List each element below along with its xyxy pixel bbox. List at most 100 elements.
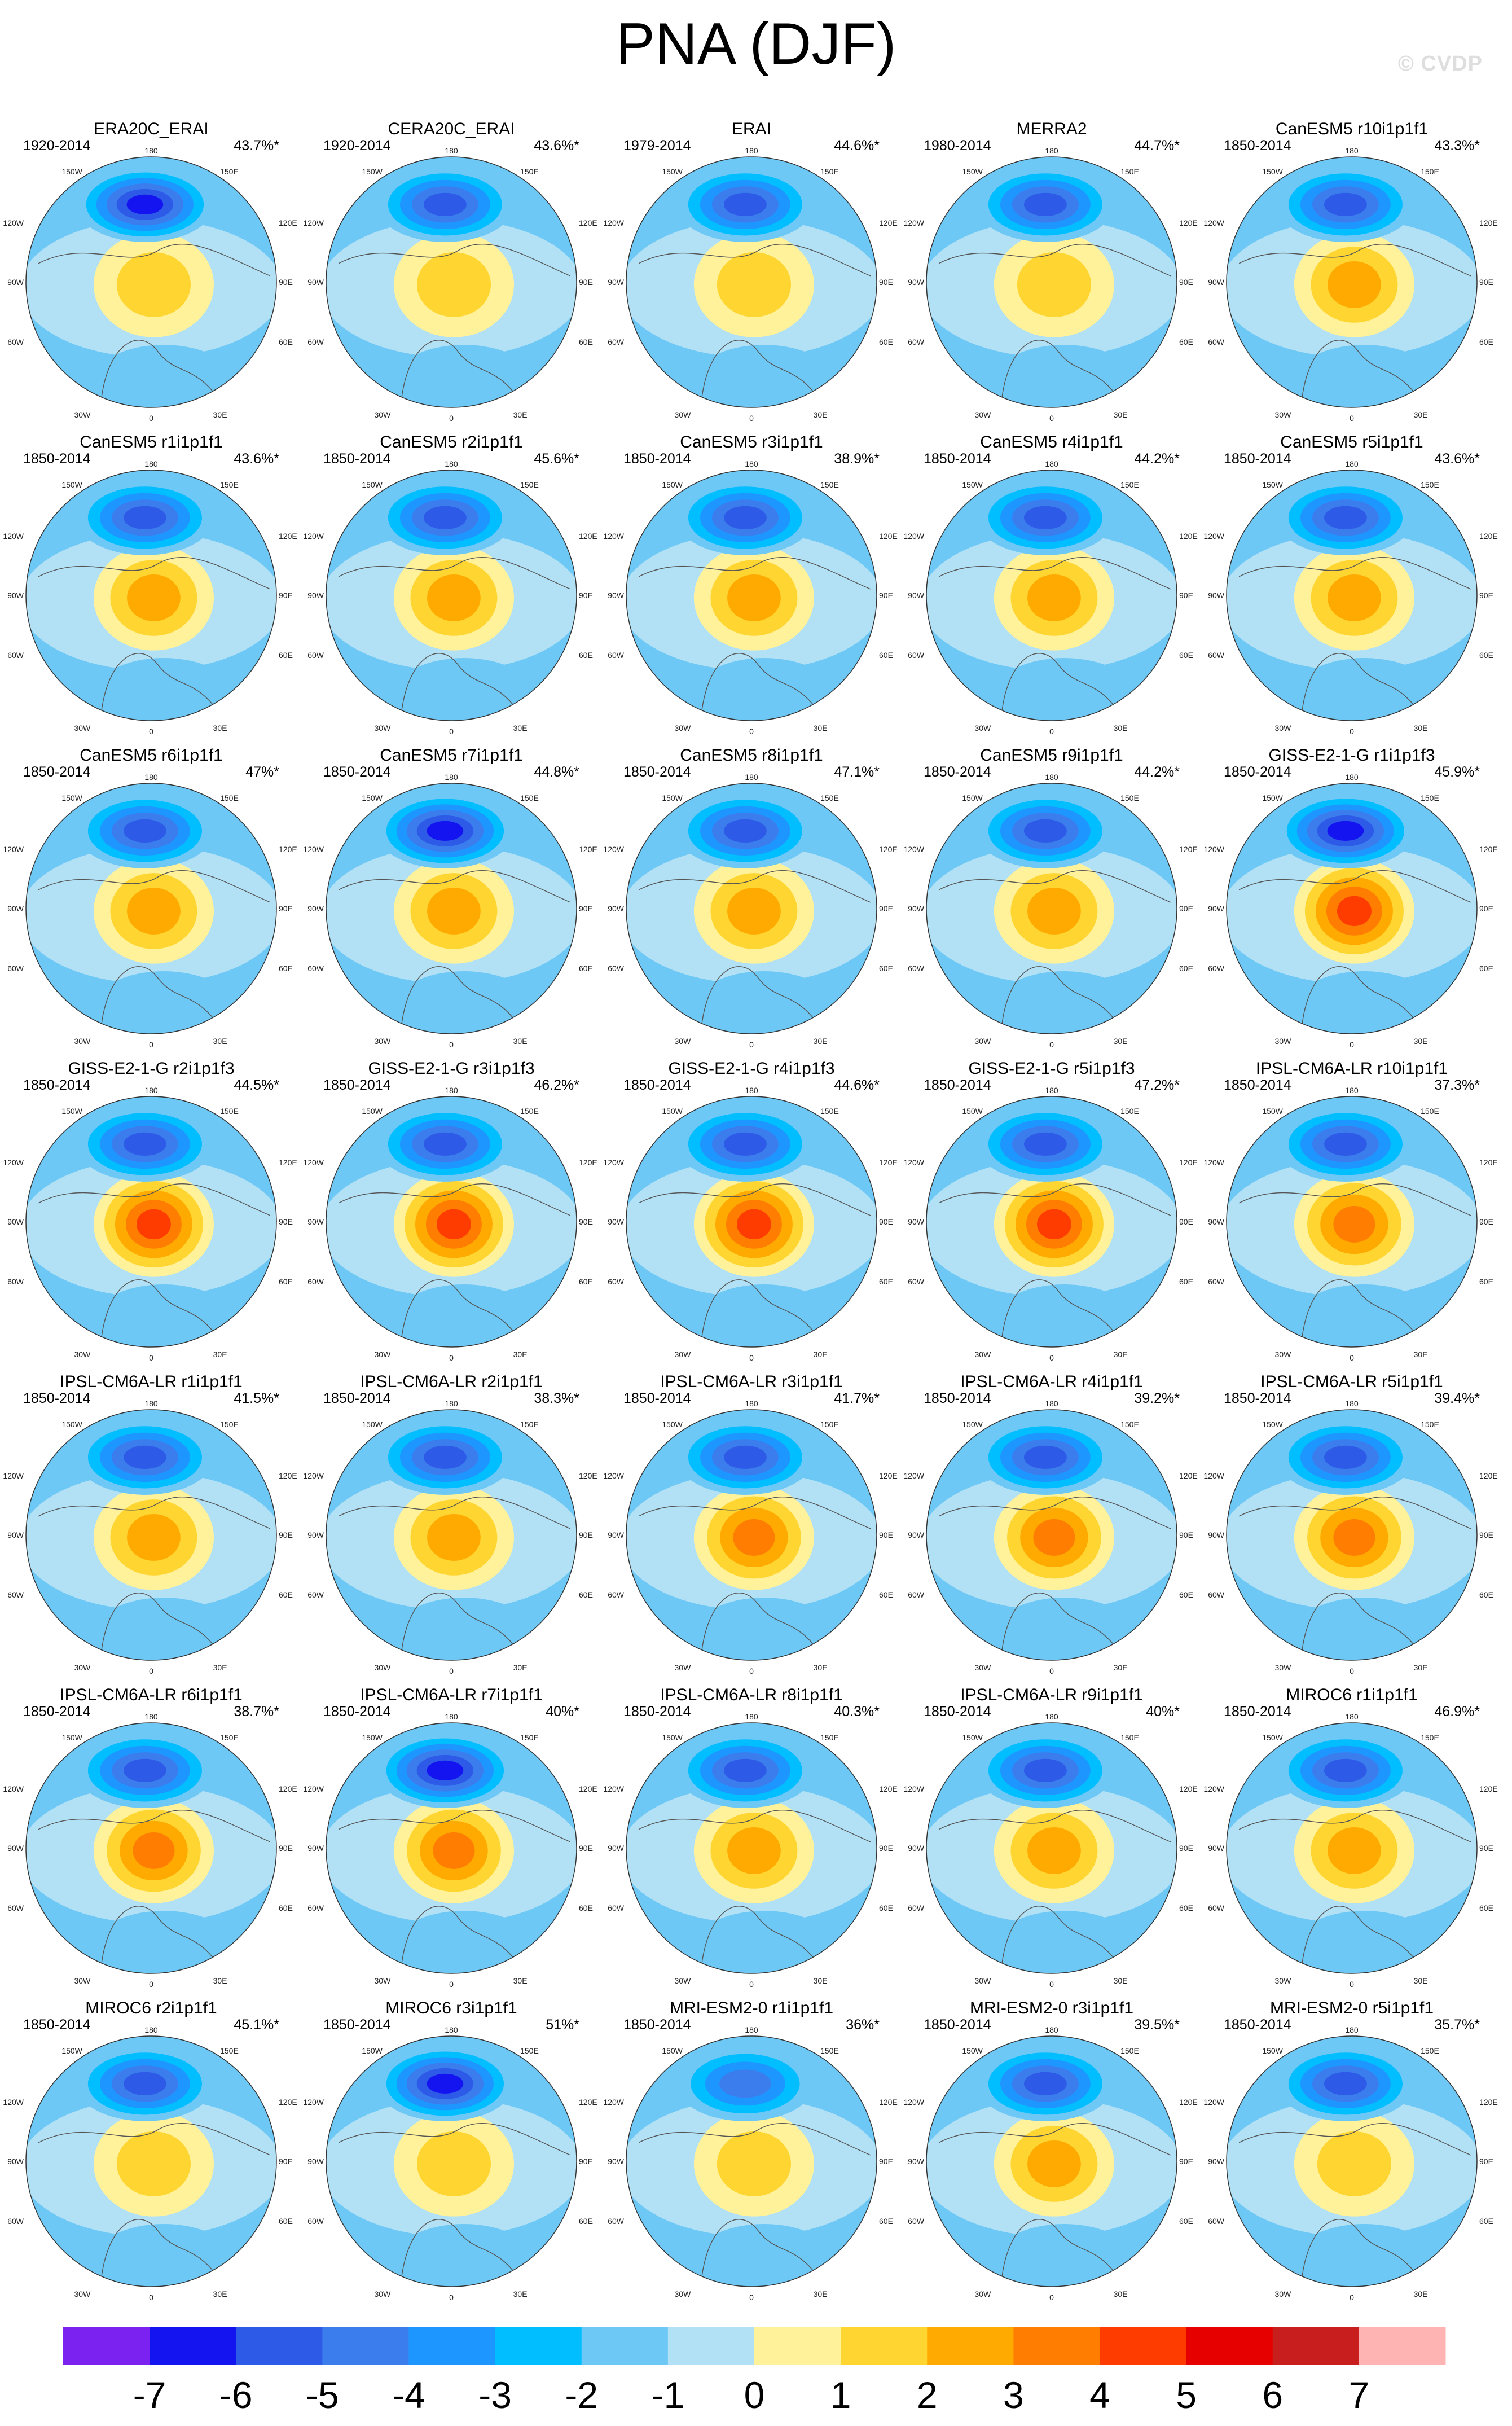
map-boundary: [626, 1409, 877, 1661]
longitude-label: 60W: [307, 964, 324, 973]
longitude-label: 0: [149, 1353, 153, 1362]
longitude-label: 60E: [879, 1590, 893, 1599]
longitude-label: 60E: [879, 964, 893, 973]
contour-negative-south: [695, 658, 833, 721]
longitude-label: 150E: [520, 2046, 539, 2055]
longitude-label: 60W: [7, 2217, 24, 2226]
map-period: 1980-2014: [924, 138, 991, 153]
map-variance: 43.7%*: [234, 138, 279, 153]
longitude-label: 30E: [814, 1037, 828, 1046]
map-variance: 39.2%*: [1134, 1390, 1180, 1406]
longitude-label: 180: [1345, 1086, 1359, 1095]
contour-positive-5: [436, 1209, 471, 1240]
longitude-label: 30W: [1275, 1037, 1292, 1046]
longitude-label: 90E: [1179, 278, 1193, 287]
map-period: 1850-2014: [23, 1704, 91, 1719]
map-period: 1850-2014: [924, 2017, 991, 2033]
longitude-label: 60W: [608, 651, 625, 660]
longitude-label: 60E: [879, 2217, 893, 2226]
longitude-label: 150W: [61, 2046, 82, 2055]
longitude-label: 180: [1045, 1712, 1058, 1721]
coastline: [338, 244, 571, 277]
coastline: [938, 244, 1171, 277]
coastline: [938, 557, 1171, 590]
map-variance: 44.6%*: [834, 1077, 880, 1093]
longitude-label: 150W: [1262, 1733, 1283, 1742]
map-title: MIROC6 r3i1p1f1: [385, 1999, 517, 2017]
coastline: [100, 1279, 221, 1341]
coastline: [100, 1906, 221, 1968]
longitude-label: 30E: [513, 410, 528, 419]
longitude-label: 60E: [579, 1903, 593, 1912]
map-boundary: [926, 1722, 1177, 1974]
longitude-label: 30E: [513, 723, 528, 732]
longitude-label: 180: [445, 1712, 458, 1721]
contour-negative-south: [395, 1911, 533, 1973]
map-title: IPSL-CM6A-LR r9i1p1f1: [960, 1686, 1142, 1704]
longitude-label: 90W: [307, 1844, 324, 1853]
longitude-label: 150E: [220, 1420, 239, 1429]
contour-positive-3: [127, 888, 181, 935]
coastline: [638, 244, 871, 277]
map-variance: 44.2%*: [1134, 451, 1180, 467]
longitude-label: 30E: [213, 1037, 227, 1046]
contour-negative-5: [724, 192, 767, 217]
longitude-label: 60W: [908, 2217, 925, 2226]
contour-positive-4: [733, 1519, 775, 1556]
map-boundary: [25, 470, 277, 721]
longitude-label: 60E: [1479, 964, 1493, 973]
contour-positive-2: [416, 2131, 491, 2196]
coastline: [1301, 966, 1421, 1028]
contour-positive-3: [1027, 574, 1081, 621]
longitude-label: 180: [144, 1086, 158, 1095]
map-title: CanESM5 r6i1p1f1: [80, 746, 222, 765]
contour-negative-5: [124, 1758, 166, 1783]
longitude-label: 90W: [908, 2157, 925, 2166]
coastline: [1001, 340, 1121, 402]
map-boundary: [326, 1409, 577, 1661]
longitude-label: 120E: [1479, 218, 1498, 227]
longitude-label: 90E: [1479, 1530, 1493, 1539]
coastline: [701, 1279, 821, 1341]
longitude-label: 150E: [1421, 480, 1439, 489]
contour-positive-3: [727, 888, 781, 935]
coastline: [1301, 1279, 1421, 1341]
longitude-label: 0: [1350, 1980, 1354, 1989]
longitude-label: 0: [449, 1353, 454, 1362]
longitude-label: 180: [445, 1086, 458, 1095]
longitude-label: 30W: [975, 723, 992, 732]
contour-negative-south: [1295, 1598, 1434, 1660]
longitude-label: 150E: [820, 793, 839, 802]
longitude-label: 120W: [3, 1471, 24, 1480]
coastline: [401, 966, 521, 1028]
longitude-label: 60E: [279, 964, 293, 973]
map-title: GISS-E2-1-G r1i1p1f3: [1268, 746, 1435, 765]
longitude-label: 0: [149, 1980, 153, 1989]
longitude-label: 90W: [7, 591, 24, 600]
longitude-label: 120W: [1203, 1158, 1224, 1167]
longitude-label: 90W: [1208, 904, 1225, 913]
longitude-label: 180: [445, 1399, 458, 1408]
longitude-label: 60E: [1179, 1590, 1193, 1599]
longitude-label: 60W: [307, 651, 324, 660]
longitude-label: 60E: [579, 1590, 593, 1599]
longitude-label: 180: [1045, 773, 1058, 782]
map-variance: 41.7%*: [834, 1390, 880, 1406]
contour-negative-south: [1295, 2224, 1434, 2287]
longitude-label: 120E: [579, 218, 597, 227]
map-variance: 37.3%*: [1434, 1077, 1480, 1093]
longitude-label: 90E: [579, 2157, 593, 2166]
longitude-label: 0: [149, 1040, 153, 1049]
map-variance: 41.5%*: [234, 1390, 279, 1406]
longitude-label: 150E: [820, 1107, 839, 1116]
longitude-label: 30E: [1414, 2289, 1428, 2298]
longitude-label: 30E: [814, 723, 828, 732]
longitude-label: 120E: [1479, 532, 1498, 541]
longitude-label: 0: [1049, 727, 1054, 736]
longitude-label: 120E: [1179, 2098, 1198, 2107]
longitude-label: 90E: [279, 1217, 293, 1226]
